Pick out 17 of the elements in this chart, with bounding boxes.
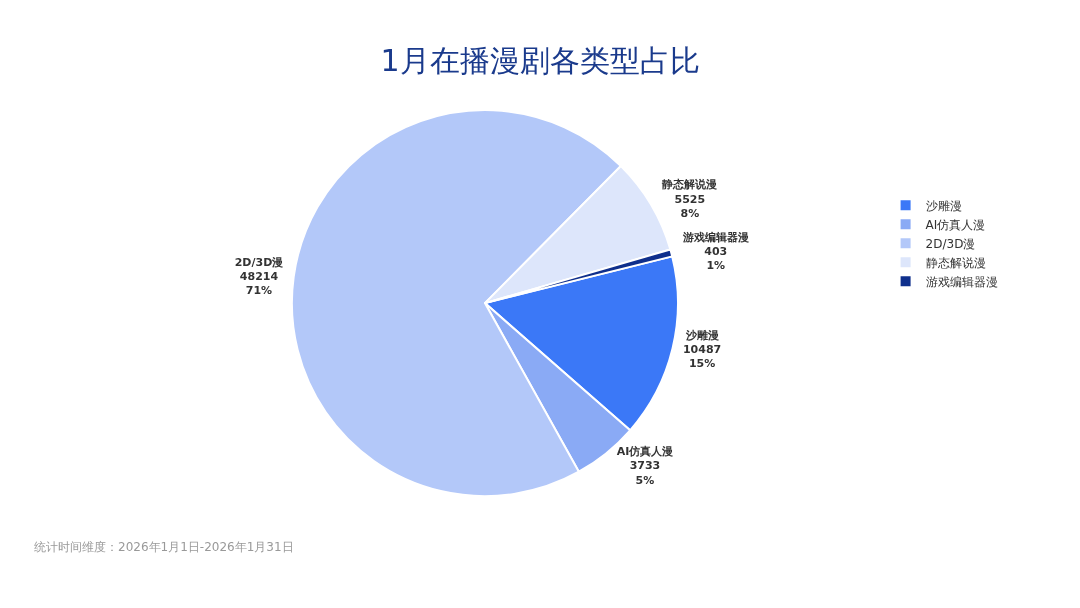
data-label: 403 1% <box>704 245 728 273</box>
slice-label: 2D/3D漫 <box>234 255 284 269</box>
data-label: 48214 71% <box>239 269 279 298</box>
data-label: 3733 5% <box>629 459 661 487</box>
slice-label: AI仿真人漫 <box>616 445 674 459</box>
slice-label: 游戏编辑器漫 <box>681 230 749 244</box>
chart-title: 1月在播漫剧各类型占比 <box>380 43 700 79</box>
slice-label: 沙雕漫 <box>684 328 719 342</box>
legend-label: 游戏编辑器漫 <box>925 274 998 289</box>
data-label: 10487 15% <box>682 343 722 371</box>
legend-label: AI仿真人漫 <box>925 217 986 232</box>
data-label: 5525 8% <box>674 192 706 221</box>
legend-label: 2D/3D漫 <box>925 236 976 251</box>
legend-label: 静态解说漫 <box>925 255 986 270</box>
text: 统计时间维度：2026年1月1日-2026年1月31日 <box>34 540 294 554</box>
slice-label: 静态解说漫 <box>661 178 718 192</box>
legend-label: 沙雕漫 <box>925 198 962 213</box>
